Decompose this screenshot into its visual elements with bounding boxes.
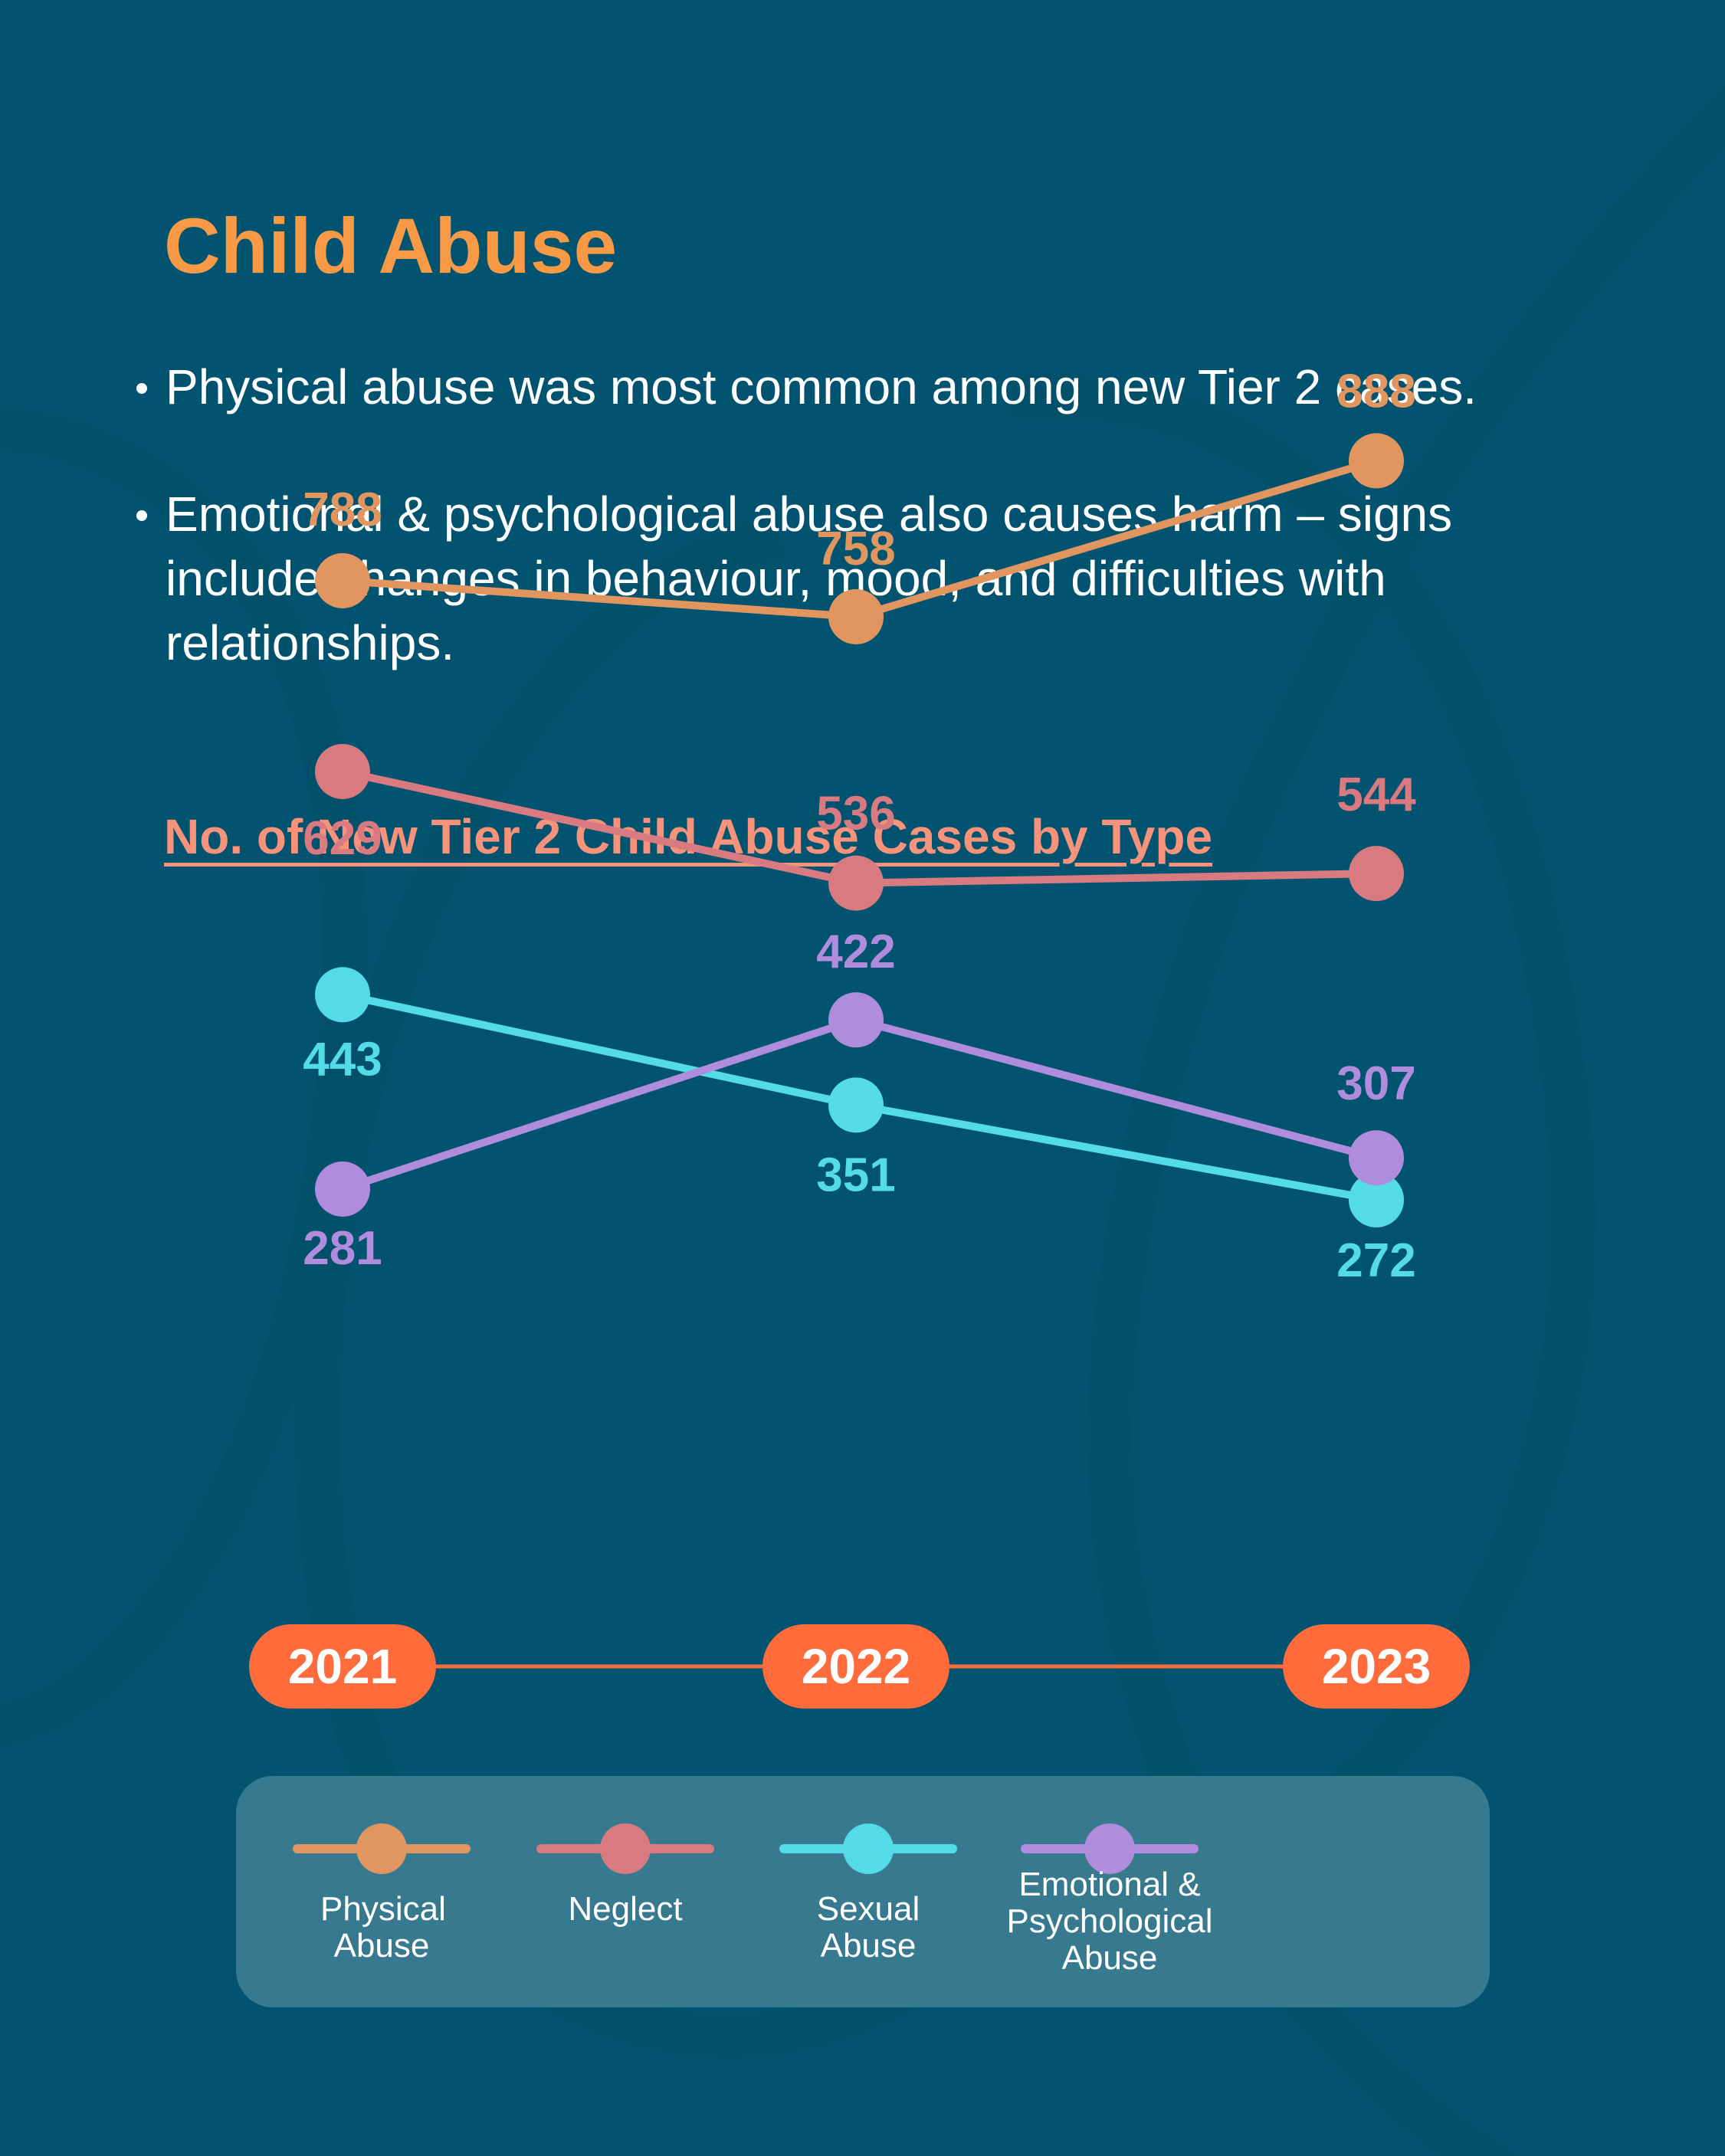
chart-legend: Physical Abuse Neglect Sexual Abuse Emotion… (236, 1776, 1490, 2007)
legend-item: Emotional & Psychological Abuse (995, 1776, 1225, 2007)
data-label: 758 (816, 523, 895, 575)
x-axis-tick: 2023 (1283, 1624, 1470, 1709)
year-pill (762, 1624, 949, 1709)
bullet-item: Emotional & psychological abuse also cau… (136, 482, 1516, 675)
bullet-icon (136, 510, 147, 521)
legend-label: Neglect (568, 1890, 683, 1928)
x-tick-label: 2022 (802, 1639, 910, 1694)
legend-label: Sexual Abuse (816, 1890, 920, 1964)
data-label: 443 (303, 1033, 382, 1086)
series-1: 629 536 544 (303, 743, 1416, 911)
data-point (828, 588, 884, 644)
x-axis-tick: 2021 (249, 1624, 436, 1709)
year-pill (1283, 1624, 1470, 1709)
data-label: 272 (1336, 1234, 1415, 1287)
data-point (1349, 433, 1404, 489)
data-label: 307 (1336, 1057, 1415, 1110)
bullet-item: Physical abuse was most common among new… (136, 355, 1516, 419)
data-label: 629 (303, 812, 382, 865)
data-point (828, 992, 884, 1048)
data-point (315, 552, 370, 608)
x-tick-label: 2023 (1322, 1639, 1431, 1694)
bullet-list: Physical abuse was most common among new… (136, 355, 1516, 738)
data-point (828, 1077, 884, 1133)
bullet-text: Physical abuse was most common among new… (166, 359, 1477, 414)
x-axis-tick: 2022 (762, 1624, 949, 1709)
data-point (828, 855, 884, 911)
legend-swatch (293, 1823, 471, 1874)
chart-title: No. of New Tier 2 Child Abuse Cases by T… (164, 809, 1213, 864)
legend-swatch (536, 1823, 714, 1874)
legend-swatch (1021, 1823, 1199, 1874)
data-point (1349, 846, 1404, 902)
data-point (315, 743, 370, 799)
x-tick-label: 2021 (288, 1639, 397, 1694)
data-label: 888 (1336, 365, 1415, 418)
data-point (315, 1161, 370, 1217)
data-label: 281 (303, 1222, 382, 1275)
legend-label: Physical Abuse (320, 1890, 446, 1964)
data-point (315, 967, 370, 1023)
legend-swatch (779, 1823, 957, 1874)
data-label: 544 (1336, 768, 1416, 821)
series-3: 281 422 307 (303, 926, 1415, 1275)
page-heading: Child Abuse (164, 202, 618, 290)
legend-item: Sexual Abuse (753, 1776, 983, 2007)
data-label: 536 (816, 788, 895, 840)
bullet-icon (136, 383, 147, 394)
data-label: 788 (303, 483, 382, 536)
legend-label: Emotional & Psychological Abuse (1006, 1866, 1213, 1977)
series-0: 788 758 888 (303, 365, 1416, 644)
bullet-text: Emotional & psychological abuse also cau… (166, 487, 1453, 670)
legend-item: Physical Abuse (267, 1776, 497, 2007)
year-pill (249, 1624, 436, 1709)
data-point (1349, 1172, 1404, 1228)
data-label: 422 (816, 926, 895, 978)
series-2: 443 351 272 (303, 967, 1416, 1287)
legend-item: Neglect (510, 1776, 740, 2007)
data-label: 351 (816, 1148, 895, 1201)
data-point (1349, 1130, 1404, 1186)
